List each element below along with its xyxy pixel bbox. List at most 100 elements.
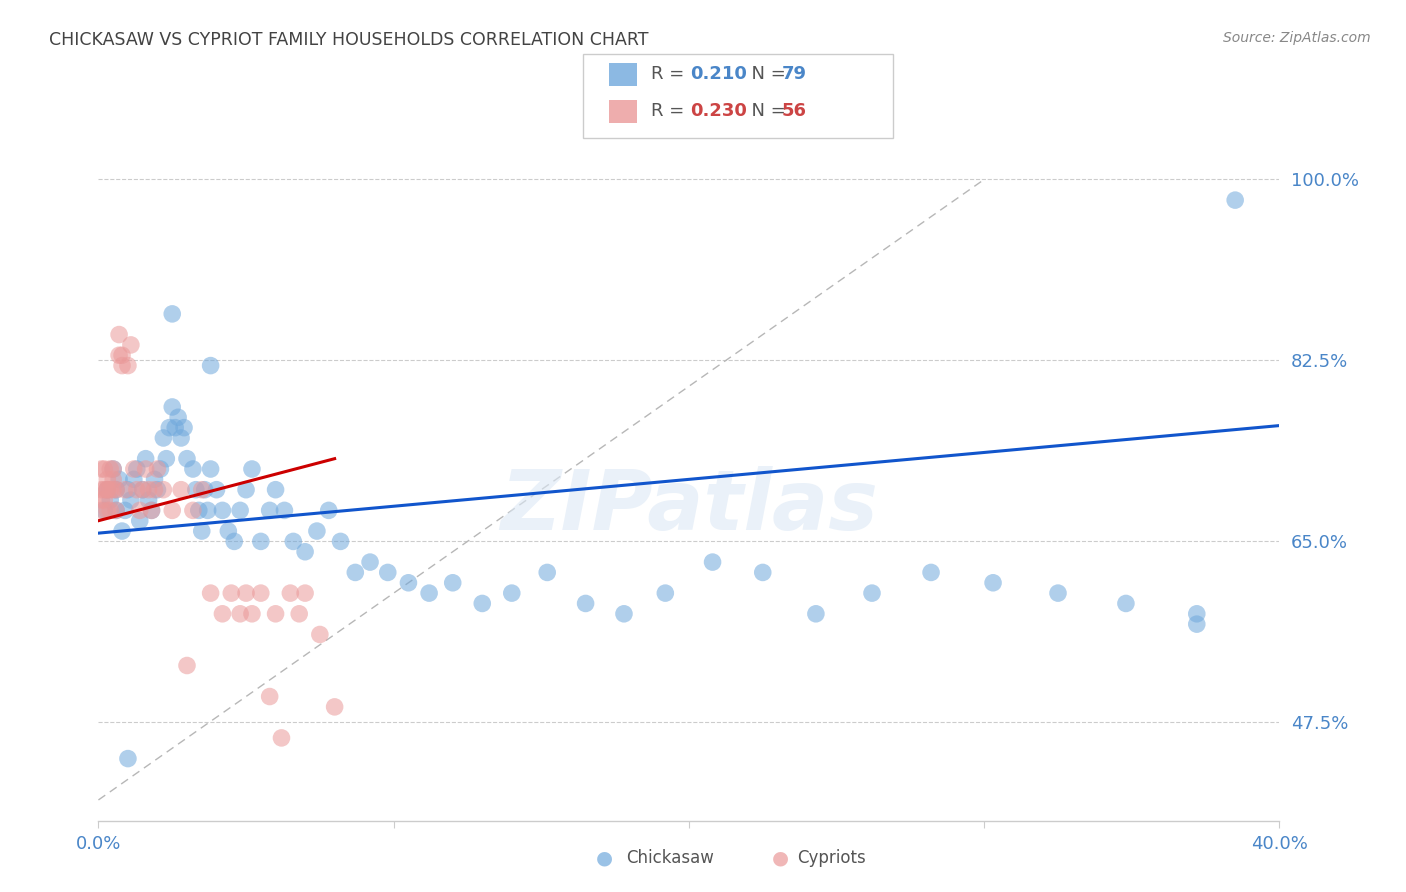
Point <box>259 503 281 517</box>
Point <box>200 359 222 373</box>
Point <box>536 566 558 580</box>
Text: ZIPatlas: ZIPatlas <box>501 467 877 547</box>
Point <box>93 462 115 476</box>
Point <box>229 607 252 621</box>
Point <box>191 524 214 538</box>
Point <box>111 348 134 362</box>
Point <box>98 483 121 497</box>
Point <box>90 493 112 508</box>
Point <box>250 586 273 600</box>
Point <box>211 607 233 621</box>
Point <box>170 483 193 497</box>
Point <box>167 410 190 425</box>
Point <box>981 575 1004 590</box>
Point <box>702 555 724 569</box>
Point <box>250 534 273 549</box>
Point <box>1115 597 1137 611</box>
Point <box>108 472 131 486</box>
Point <box>309 627 332 641</box>
Point <box>128 514 150 528</box>
Point <box>323 699 346 714</box>
Point <box>103 462 125 476</box>
Point <box>157 420 180 434</box>
Point <box>200 586 222 600</box>
Point <box>359 555 381 569</box>
Point <box>318 503 340 517</box>
Text: CHICKASAW VS CYPRIOT FAMILY HOUSEHOLDS CORRELATION CHART: CHICKASAW VS CYPRIOT FAMILY HOUSEHOLDS C… <box>49 31 648 49</box>
Point <box>176 658 198 673</box>
Point <box>1185 607 1208 621</box>
Point <box>191 483 214 497</box>
Point <box>122 472 145 486</box>
Text: 0.230: 0.230 <box>690 103 747 120</box>
Text: Source: ZipAtlas.com: Source: ZipAtlas.com <box>1223 31 1371 45</box>
Point <box>114 503 136 517</box>
Point <box>105 483 128 497</box>
Point <box>170 431 193 445</box>
Point <box>90 503 112 517</box>
Point <box>273 503 295 517</box>
Point <box>103 483 125 497</box>
Text: 0.210: 0.210 <box>690 65 747 83</box>
Point <box>288 607 311 621</box>
Point <box>128 503 150 517</box>
Point <box>654 586 676 600</box>
Point <box>111 524 134 538</box>
Point <box>143 483 166 497</box>
Point <box>93 503 115 517</box>
Point <box>235 483 257 497</box>
Point <box>120 493 142 508</box>
Point <box>613 607 636 621</box>
Point <box>471 597 494 611</box>
Point <box>176 451 198 466</box>
Point <box>96 503 118 517</box>
Point <box>165 420 187 434</box>
Point <box>117 751 139 765</box>
Point <box>114 483 136 497</box>
Point <box>240 607 263 621</box>
Point <box>194 483 217 497</box>
Point <box>294 545 316 559</box>
Point <box>162 307 183 321</box>
Text: ●: ● <box>596 848 613 867</box>
Point <box>162 503 183 517</box>
Text: R =: R = <box>651 65 690 83</box>
Point <box>283 534 305 549</box>
Point <box>329 534 352 549</box>
Point <box>219 586 242 600</box>
Point <box>149 462 172 476</box>
Point <box>117 359 139 373</box>
Point <box>138 483 160 497</box>
Point <box>105 503 128 517</box>
Point <box>173 420 195 434</box>
Text: Chickasaw: Chickasaw <box>626 849 713 867</box>
Point <box>111 359 134 373</box>
Point <box>751 566 773 580</box>
Point <box>141 503 163 517</box>
Point <box>240 462 263 476</box>
Point <box>1046 586 1069 600</box>
Point <box>804 607 827 621</box>
Point <box>155 451 177 466</box>
Point <box>187 503 209 517</box>
Point <box>501 586 523 600</box>
Point <box>264 483 287 497</box>
Point <box>108 327 131 342</box>
Point <box>96 472 118 486</box>
Text: Cypriots: Cypriots <box>797 849 866 867</box>
Point <box>264 607 287 621</box>
Point <box>146 483 169 497</box>
Point <box>141 503 163 517</box>
Point <box>377 566 399 580</box>
Point <box>1185 617 1208 632</box>
Point <box>105 503 128 517</box>
Point <box>418 586 440 600</box>
Point <box>103 472 125 486</box>
Point <box>117 483 139 497</box>
Text: 79: 79 <box>782 65 807 83</box>
Point <box>125 483 148 497</box>
Point <box>103 462 125 476</box>
Point <box>200 462 222 476</box>
Point <box>90 462 112 476</box>
Point <box>96 483 118 497</box>
